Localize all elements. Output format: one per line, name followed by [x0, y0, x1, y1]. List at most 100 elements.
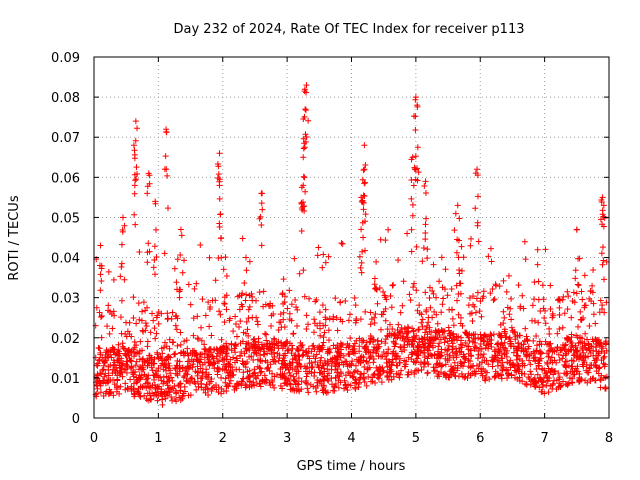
- data-point: [480, 293, 487, 300]
- data-point: [467, 352, 474, 359]
- data-point: [422, 221, 429, 228]
- data-point: [237, 352, 244, 359]
- data-point: [379, 353, 386, 360]
- data-point: [541, 314, 548, 321]
- data-point: [542, 320, 549, 327]
- data-point: [288, 350, 295, 357]
- data-point: [294, 323, 301, 330]
- data-point: [368, 316, 375, 323]
- data-point: [360, 206, 367, 213]
- data-point: [338, 240, 345, 247]
- data-point: [145, 383, 152, 390]
- data-point: [98, 371, 105, 378]
- data-point: [285, 346, 292, 353]
- data-point: [566, 375, 573, 382]
- data-point: [565, 293, 572, 300]
- data-point: [421, 359, 428, 366]
- data-point: [477, 341, 484, 348]
- data-point: [266, 346, 273, 353]
- data-point: [99, 366, 106, 373]
- data-point: [397, 334, 404, 341]
- data-point: [391, 332, 398, 339]
- data-point: [161, 166, 168, 173]
- data-point: [426, 284, 433, 291]
- data-point: [177, 329, 184, 336]
- data-point: [372, 311, 379, 318]
- data-point: [197, 365, 204, 372]
- data-point: [549, 314, 556, 321]
- data-point: [161, 250, 168, 257]
- data-point: [284, 347, 291, 354]
- data-point: [320, 339, 327, 346]
- data-point: [98, 265, 105, 272]
- data-point: [483, 369, 490, 376]
- data-point: [321, 384, 328, 391]
- data-point: [190, 332, 197, 339]
- data-point: [499, 342, 506, 349]
- data-point: [317, 325, 324, 332]
- data-point: [490, 297, 497, 304]
- data-point: [258, 368, 265, 375]
- data-point: [326, 349, 333, 356]
- y-tick-label: 0.03: [51, 292, 80, 307]
- data-point: [379, 367, 386, 374]
- data-point: [169, 339, 176, 346]
- data-point: [362, 247, 369, 254]
- data-point: [500, 308, 507, 315]
- data-point: [107, 389, 114, 396]
- data-point: [590, 311, 597, 318]
- data-point: [176, 381, 183, 388]
- data-point: [153, 367, 160, 374]
- data-point: [277, 382, 284, 389]
- data-point: [587, 288, 594, 295]
- data-point: [487, 331, 494, 338]
- data-point: [600, 257, 607, 264]
- data-point: [155, 354, 162, 361]
- data-point: [342, 372, 349, 379]
- data-point: [516, 355, 523, 362]
- data-point: [304, 385, 311, 392]
- data-point: [361, 375, 368, 382]
- data-point: [137, 383, 144, 390]
- data-point: [434, 328, 441, 335]
- data-point: [438, 309, 445, 316]
- data-point: [445, 342, 452, 349]
- data-point: [496, 283, 503, 290]
- data-point: [380, 348, 387, 355]
- data-point: [458, 243, 465, 250]
- data-point: [241, 350, 248, 357]
- data-point: [215, 389, 222, 396]
- data-point: [142, 327, 149, 334]
- data-point: [559, 355, 566, 362]
- data-point: [562, 341, 569, 348]
- data-point: [437, 336, 444, 343]
- data-point: [510, 349, 517, 356]
- data-point: [300, 154, 307, 161]
- data-point: [506, 311, 513, 318]
- data-point: [241, 279, 248, 286]
- data-point: [145, 170, 152, 177]
- data-point: [480, 288, 487, 295]
- data-point: [417, 349, 424, 356]
- data-points: [92, 82, 610, 408]
- data-point: [184, 363, 191, 370]
- y-tick-labels: 0 0.01 0.02 0.03 0.04 0.05 0.06 0.07 0.08 0.09: [51, 51, 80, 427]
- data-point: [119, 360, 126, 367]
- x-tick-label: 1: [154, 431, 162, 446]
- data-point: [122, 352, 129, 359]
- data-point: [245, 332, 252, 339]
- data-point: [121, 276, 128, 283]
- data-point: [206, 306, 213, 313]
- data-point: [576, 376, 583, 383]
- data-point: [282, 352, 289, 359]
- data-point: [361, 192, 368, 199]
- data-point: [315, 244, 322, 251]
- data-point: [282, 365, 289, 372]
- data-point: [243, 318, 250, 325]
- data-point: [463, 330, 470, 337]
- data-point: [224, 360, 231, 367]
- data-point: [358, 226, 365, 233]
- data-point: [442, 361, 449, 368]
- data-point: [314, 252, 321, 259]
- data-point: [491, 356, 498, 363]
